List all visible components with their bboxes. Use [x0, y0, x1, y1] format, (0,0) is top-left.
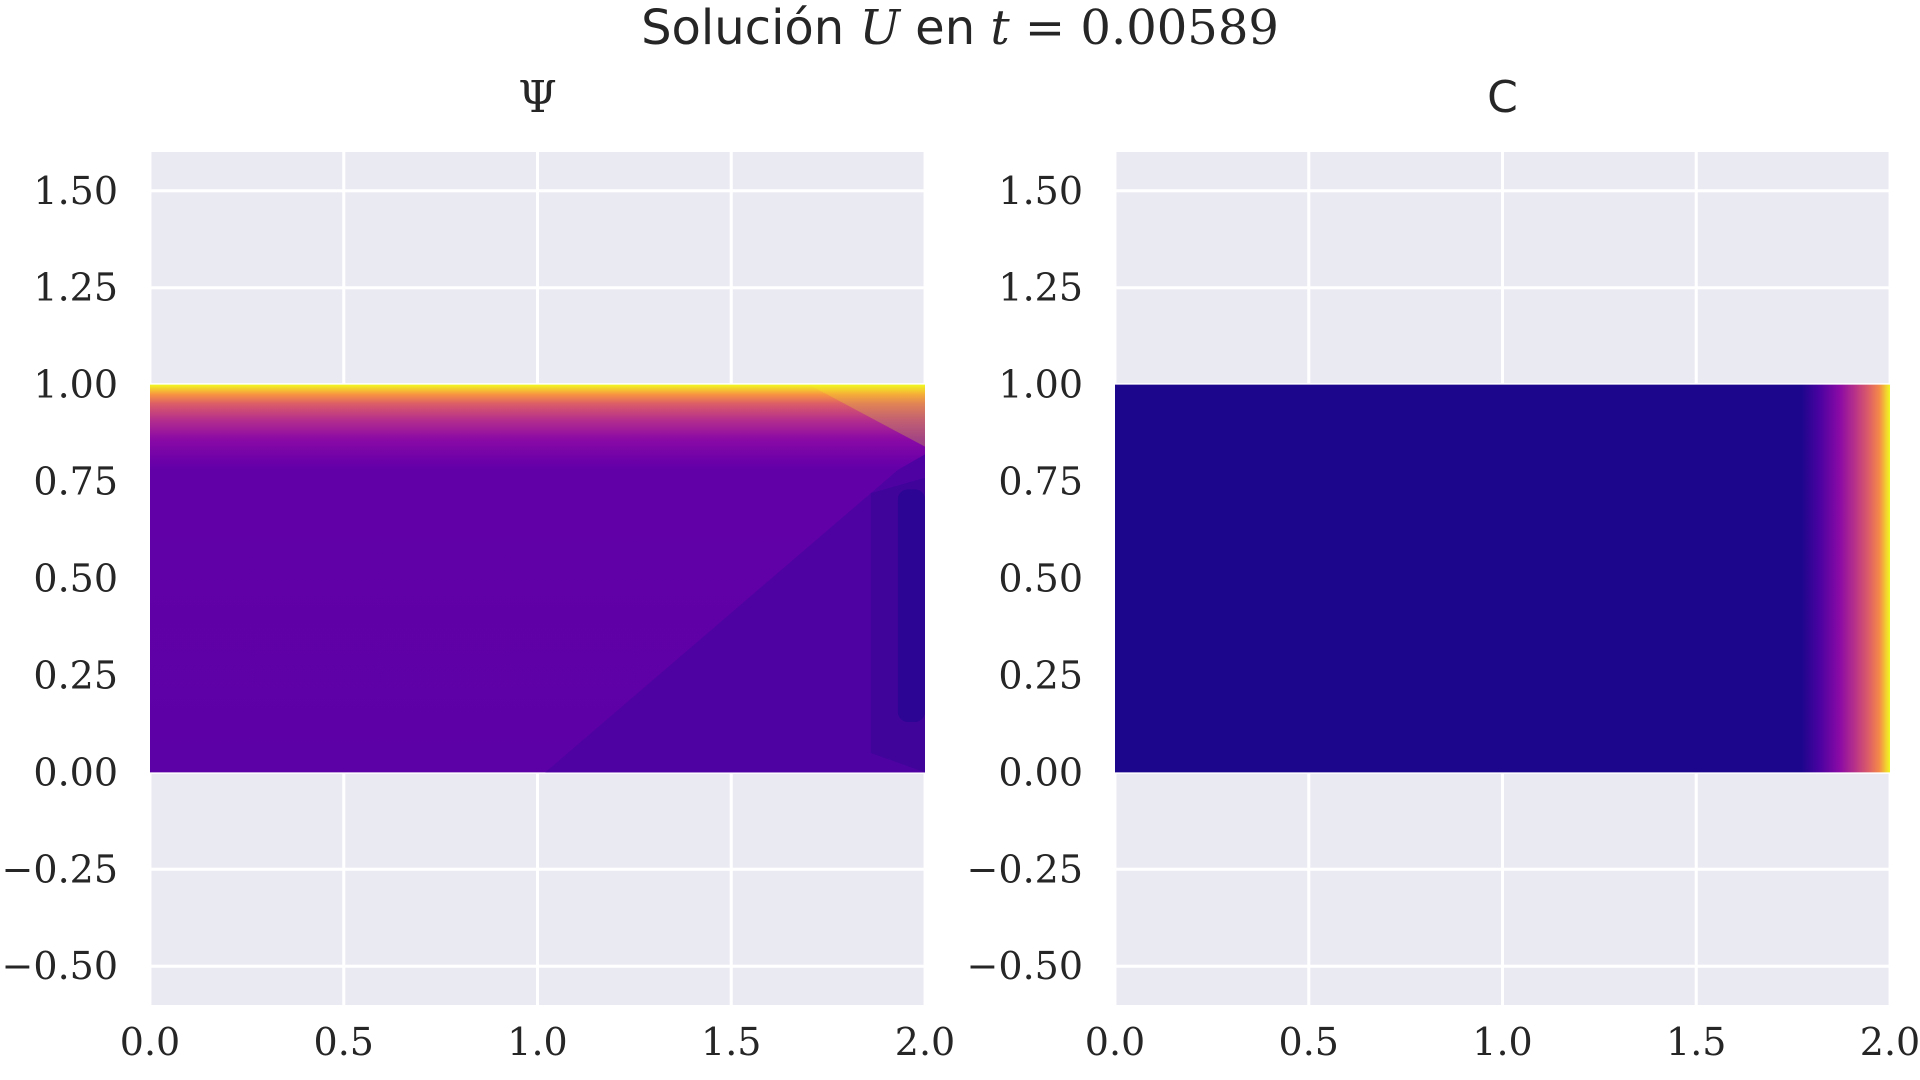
figure-title-time-symbol: t [990, 0, 1010, 56]
c-x-tick-label: 2.0 [1860, 1020, 1920, 1064]
figure-title-mid: en [900, 0, 990, 56]
psi-x-tick-label: 2.0 [895, 1020, 955, 1064]
figure-title: Solución U en t = 0.00589 [641, 0, 1279, 56]
psi-y-tick-label: 0.00 [33, 750, 118, 794]
psi-y-tick-label: 1.00 [33, 363, 118, 407]
psi-y-tick-label: 0.50 [33, 557, 118, 601]
psi-x-tick-label: 1.0 [507, 1020, 567, 1064]
c-y-tick-label: 0.00 [998, 750, 1083, 794]
c-subplot: C 0.0 0.5 1.0 1.5 2.0 −0.50 −0.25 0.00 0.25 0.50 0.… [967, 72, 1920, 1064]
psi-field-corner-band [808, 384, 925, 447]
c-x-tick-label: 1.0 [1472, 1020, 1532, 1064]
figure-title-prefix: Solución [641, 0, 859, 56]
figure-title-time-value: 0.00589 [1080, 0, 1279, 56]
c-field [1115, 384, 1890, 773]
psi-y-tick-label: 0.75 [33, 460, 118, 504]
c-x-tick-label: 0.0 [1085, 1020, 1145, 1064]
c-y-tick-label: 1.50 [998, 169, 1083, 213]
figure-title-equals: = [1010, 0, 1081, 56]
c-y-tick-label: 0.50 [998, 557, 1083, 601]
psi-y-tick-label: −0.25 [2, 847, 118, 891]
figure-title-variable: U [859, 0, 901, 56]
psi-y-tick-label: 1.25 [33, 266, 118, 310]
psi-subplot-title: Ψ [518, 72, 557, 123]
psi-y-tick-label: 0.25 [33, 653, 118, 697]
psi-field-edge-core [897, 489, 925, 722]
psi-subplot: Ψ 0.0 0.5 1.0 1.5 2.0 −0.50 −0.25 0.00 0.25 0.50 0.… [2, 72, 956, 1064]
psi-y-tick-label: 1.50 [33, 169, 118, 213]
c-x-tick-label: 0.5 [1279, 1020, 1339, 1064]
c-y-tick-label: −0.25 [967, 847, 1083, 891]
c-y-tick-label: 1.00 [998, 363, 1083, 407]
psi-x-tick-label: 0.0 [120, 1020, 180, 1064]
c-y-tick-label: 0.25 [998, 653, 1083, 697]
c-y-tick-label: 0.75 [998, 460, 1083, 504]
c-y-tick-label: 1.25 [998, 266, 1083, 310]
psi-y-tick-label: −0.50 [2, 944, 118, 988]
psi-x-tick-label: 0.5 [314, 1020, 374, 1064]
psi-x-tick-label: 1.5 [701, 1020, 761, 1064]
c-x-tick-label: 1.5 [1666, 1020, 1726, 1064]
psi-field-lower-right-region [545, 454, 925, 773]
c-subplot-title: C [1487, 72, 1518, 123]
c-y-tick-label: −0.50 [967, 944, 1083, 988]
